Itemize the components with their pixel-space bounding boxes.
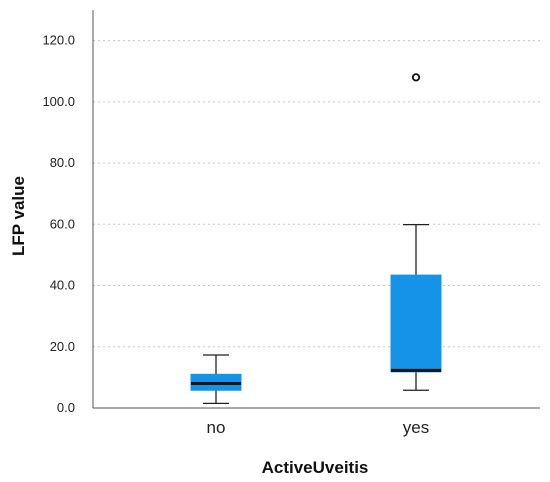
- y-tick-label: 40.0: [50, 278, 75, 293]
- boxes: [190, 73, 442, 405]
- x-category-label: no: [207, 418, 226, 437]
- y-tick-label: 120.0: [42, 33, 75, 48]
- iqr-box: [390, 274, 442, 373]
- y-tick-labels: 0.0 20.0 40.0 60.0 80.0 100.0 120.0: [42, 33, 75, 415]
- box-no: [190, 354, 242, 405]
- y-tick-label: 60.0: [50, 216, 75, 231]
- outlier-point: [411, 73, 421, 82]
- axes: [92, 10, 540, 409]
- y-tick-label: 0.0: [57, 400, 75, 415]
- x-category-labels: no yes: [207, 418, 430, 437]
- y-axis-label: LFP value: [9, 176, 28, 256]
- x-axis-label: ActiveUveitis: [262, 458, 369, 477]
- box-yes: [390, 73, 442, 391]
- y-tick-label: 100.0: [42, 94, 75, 109]
- y-tick-label: 20.0: [50, 339, 75, 354]
- x-category-label: yes: [403, 418, 429, 437]
- grid-lines: [93, 40, 540, 348]
- y-tick-label: 80.0: [50, 155, 75, 170]
